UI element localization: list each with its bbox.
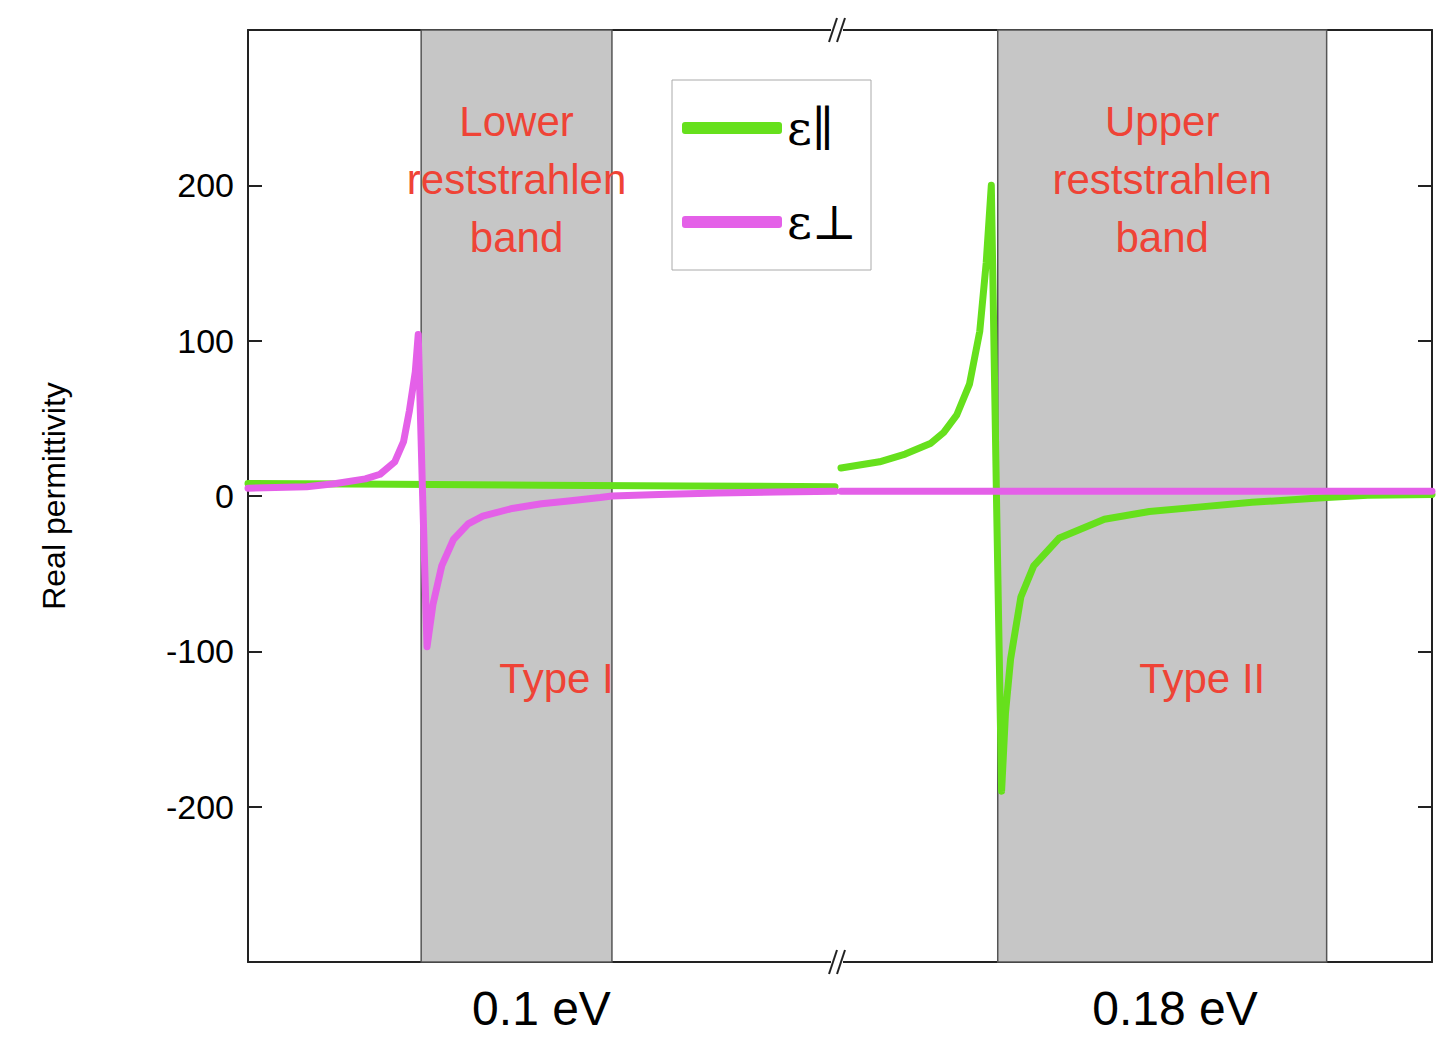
svg-text:0.1 eV: 0.1 eV bbox=[472, 982, 611, 1035]
svg-text:reststrahlen: reststrahlen bbox=[407, 156, 626, 203]
svg-text:Type I: Type I bbox=[499, 655, 613, 702]
svg-text:ε⊥: ε⊥ bbox=[787, 194, 857, 250]
svg-text:-200: -200 bbox=[166, 788, 234, 826]
svg-text:-100: -100 bbox=[166, 632, 234, 670]
svg-text:band: band bbox=[470, 214, 563, 261]
svg-text:Upper: Upper bbox=[1105, 98, 1219, 145]
svg-text:Real permittivity: Real permittivity bbox=[36, 382, 72, 610]
svg-text:reststrahlen: reststrahlen bbox=[1052, 156, 1271, 203]
svg-text:Type II: Type II bbox=[1139, 655, 1265, 702]
svg-text:ε∥: ε∥ bbox=[787, 100, 834, 156]
svg-text:Lower: Lower bbox=[459, 98, 573, 145]
svg-text:0: 0 bbox=[215, 477, 234, 515]
svg-text:100: 100 bbox=[177, 322, 234, 360]
svg-text:200: 200 bbox=[177, 166, 234, 204]
svg-text:band: band bbox=[1115, 214, 1208, 261]
svg-text:0.18 eV: 0.18 eV bbox=[1092, 982, 1257, 1035]
